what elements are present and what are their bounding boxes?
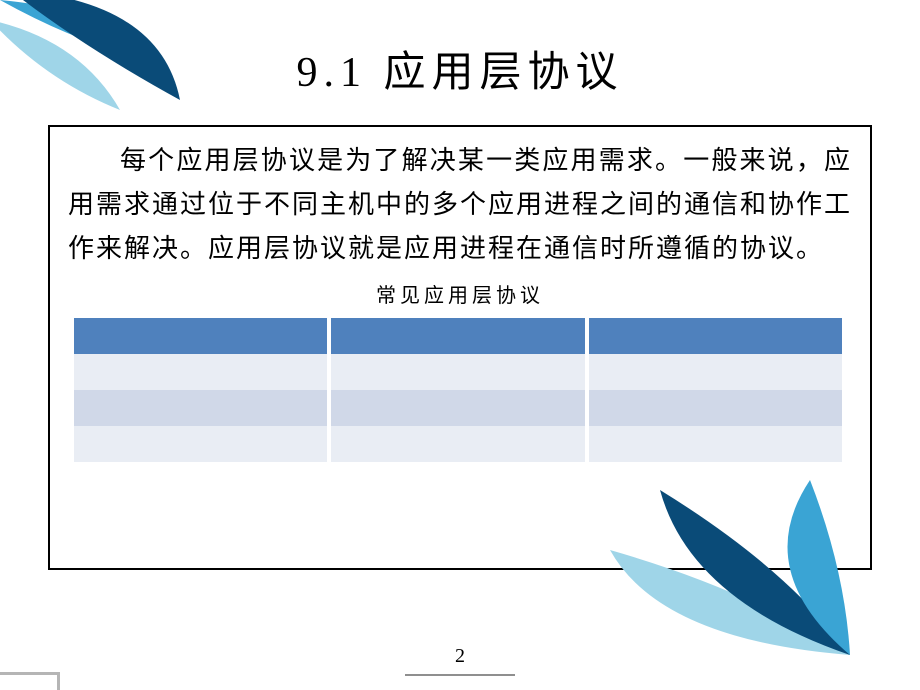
table-caption: 常见应用层协议 — [50, 279, 870, 308]
table-cell — [331, 390, 586, 426]
table-cell — [589, 390, 844, 426]
table-cell — [331, 318, 586, 354]
page-underline — [405, 674, 515, 676]
table-row — [74, 426, 846, 462]
table-cell — [331, 354, 586, 390]
slide: 9.1 应用层协议 每个应用层协议是为了解决某一类应用需求。一般来说，应用需求通… — [0, 0, 920, 690]
content-frame: 每个应用层协议是为了解决某一类应用需求。一般来说，应用需求通过位于不同主机中的多… — [48, 125, 872, 570]
body-paragraph: 每个应用层协议是为了解决某一类应用需求。一般来说，应用需求通过位于不同主机中的多… — [50, 127, 870, 271]
table-row — [74, 354, 846, 390]
corner-notch — [0, 672, 60, 690]
table-cell — [589, 354, 844, 390]
slide-title: 9.1 应用层协议 — [0, 0, 920, 99]
protocol-table — [72, 318, 848, 462]
table-cell — [74, 390, 329, 426]
table-cell — [74, 318, 329, 354]
table-cell — [589, 426, 844, 462]
table-cell — [589, 318, 844, 354]
table-row — [74, 390, 846, 426]
table-cell — [74, 426, 329, 462]
table-cell — [331, 426, 586, 462]
page-number: 2 — [0, 645, 920, 668]
table-cell — [74, 354, 329, 390]
table-row — [74, 318, 846, 354]
